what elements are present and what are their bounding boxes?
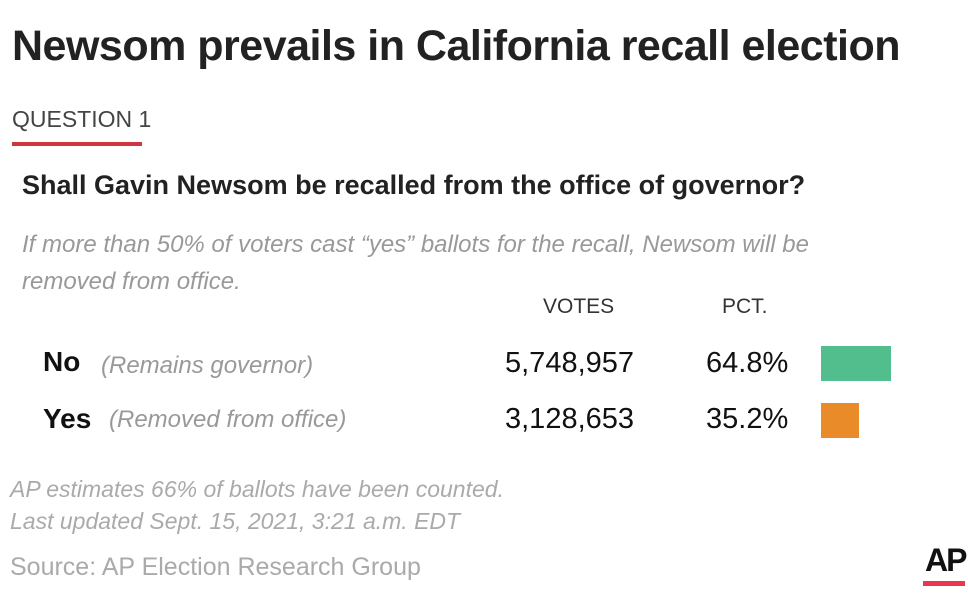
- source-note: Source: AP Election Research Group: [10, 553, 421, 581]
- chart-title: Newsom prevails in California recall ele…: [12, 22, 901, 70]
- vote-pct: 64.8%: [706, 347, 789, 379]
- vote-count: 3,128,653: [505, 403, 635, 435]
- question-text: Shall Gavin Newsom be recalled from the …: [22, 170, 806, 200]
- question-underline: [12, 142, 142, 146]
- ap-logo: AP: [925, 542, 967, 578]
- question-description: If more than 50% of voters cast “yes” ba…: [22, 231, 809, 295]
- votes-header: VOTES: [543, 295, 615, 318]
- pct-header: PCT.: [722, 295, 768, 318]
- choice-note: (Removed from office): [109, 406, 347, 433]
- ap-logo-underline: [923, 581, 965, 586]
- vote-count: 5,748,957: [505, 347, 635, 379]
- choice-name: No: [43, 346, 81, 377]
- pct-bar: [821, 346, 891, 381]
- choice-note: (Remains governor): [101, 352, 314, 379]
- pct-bar: [821, 403, 860, 438]
- updated-note: Last updated Sept. 15, 2021, 3:21 a.m. E…: [10, 508, 461, 534]
- question-label: QUESTION 1: [12, 106, 152, 132]
- estimate-note: AP estimates 66% of ballots have been co…: [10, 476, 504, 502]
- choice-name: Yes: [43, 403, 92, 434]
- vote-pct: 35.2%: [706, 403, 789, 435]
